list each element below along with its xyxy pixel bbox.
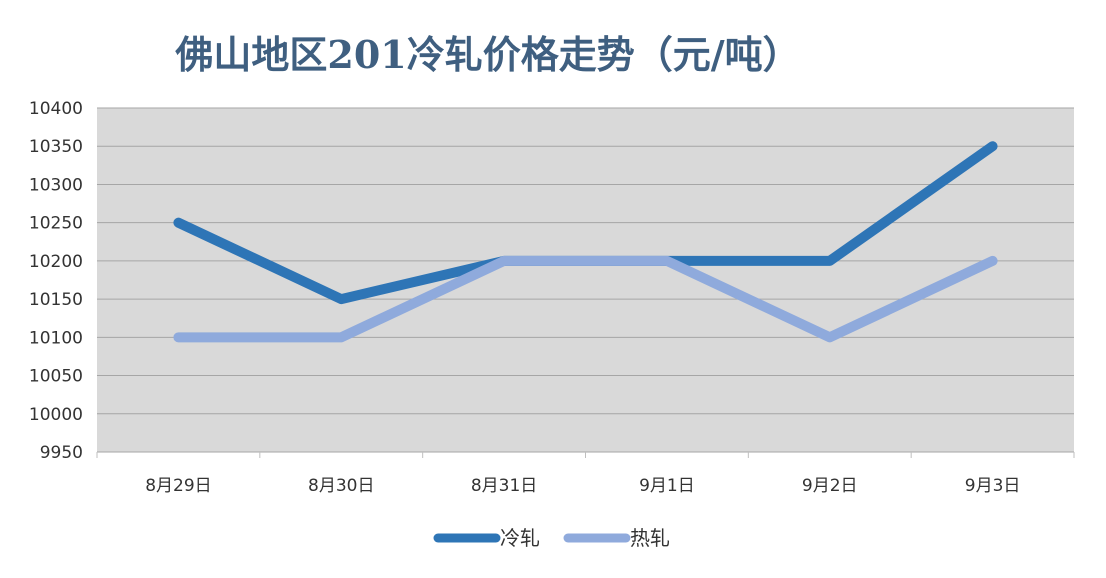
y-tick-label: 9950 [40, 443, 83, 463]
x-tick-label: 9月3日 [965, 476, 1021, 496]
y-tick-label: 10350 [29, 137, 83, 157]
legend: 冷轧 热轧 [433, 526, 670, 550]
x-tick-label: 9月1日 [639, 476, 695, 496]
data-point [991, 145, 994, 148]
y-tick-label: 10250 [29, 214, 83, 234]
y-tick-label: 10000 [29, 405, 83, 425]
y-tick-label: 10050 [29, 367, 83, 387]
y-tick-label: 10200 [29, 252, 83, 272]
data-point [503, 259, 506, 262]
y-tick-label: 10300 [29, 175, 83, 195]
data-point [991, 259, 994, 262]
x-axis-tick-labels: 8月29日 8月30日 8月31日 9月1日 9月2日 9月3日 [96, 452, 1075, 496]
chart-title: 佛山地区201冷轧价格走势（元/吨） [174, 32, 800, 77]
x-tick-label: 8月30日 [308, 476, 374, 496]
data-point [828, 259, 831, 262]
y-axis-tick-labels: 9950 10000 10050 10100 10150 10200 10250 10300 1… [29, 99, 83, 463]
data-point [340, 298, 343, 301]
y-tick-label: 10400 [29, 99, 83, 119]
plot-area [97, 108, 1074, 452]
data-point [177, 221, 180, 224]
series-lines [173, 141, 998, 343]
y-tick-label: 10150 [29, 290, 83, 310]
data-point [828, 336, 831, 339]
legend-label: 冷轧 [500, 526, 540, 550]
x-tick-label: 9月2日 [802, 476, 858, 496]
y-tick-label: 10100 [29, 328, 83, 348]
data-point [665, 259, 668, 262]
x-tick-label: 8月31日 [471, 476, 537, 496]
series-line-hot-rolled [173, 255, 998, 343]
data-point [177, 336, 180, 339]
x-tick-label: 8月29日 [145, 476, 211, 496]
data-point [340, 336, 343, 339]
legend-label: 热轧 [630, 526, 670, 550]
